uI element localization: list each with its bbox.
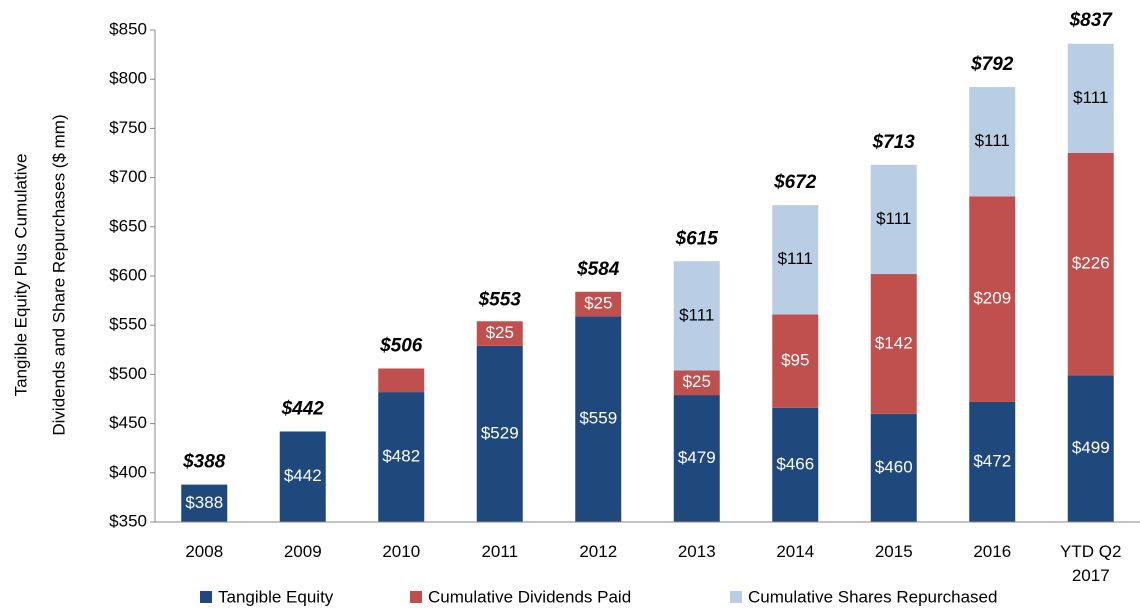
total-label: $388 (182, 452, 226, 473)
y-tick-label: $550 (109, 315, 147, 334)
x-tick-label: 2011 (481, 542, 519, 561)
y-axis-label: Tangible Equity Plus Cumulative (11, 154, 30, 397)
bar-segment (1067, 375, 1114, 522)
legend-swatch (410, 591, 422, 603)
bar-segment (575, 316, 622, 522)
value-label: $209 (973, 289, 1011, 308)
value-label: $111 (679, 305, 714, 324)
bar-segment (870, 413, 917, 522)
x-tick-label: 2012 (579, 542, 618, 561)
y-tick-label: $500 (109, 364, 147, 383)
x-tick-label: 2016 (973, 542, 1012, 561)
x-tick-label: 2014 (776, 542, 815, 561)
total-label: $792 (970, 54, 1014, 75)
total-label: $672 (773, 172, 817, 193)
legend-label: Cumulative Shares Repurchased (748, 587, 997, 606)
value-label: $111 (778, 249, 813, 268)
value-label: $442 (284, 466, 322, 485)
value-label: $142 (875, 333, 913, 352)
total-label: $584 (576, 259, 620, 280)
value-label: $479 (678, 448, 716, 467)
x-tick-label: 2010 (382, 542, 421, 561)
total-label: $713 (872, 132, 916, 153)
bar-segment (575, 291, 622, 317)
y-axis-label: Dividends and Share Repurchases ($ mm) (49, 114, 68, 435)
bar-segment (476, 345, 523, 522)
bar-segment (673, 395, 720, 522)
bar-segment (476, 321, 523, 346)
x-tick-label: 2015 (874, 542, 913, 561)
total-label: $553 (478, 289, 522, 310)
total-label: $506 (379, 336, 423, 357)
bar-segment (969, 87, 1016, 197)
value-label: $111 (1073, 88, 1108, 107)
value-label: $499 (1072, 438, 1110, 457)
value-label: $25 (683, 372, 711, 391)
y-tick-label: $750 (109, 118, 147, 137)
bar-segment (870, 164, 917, 275)
y-tick-label: $600 (109, 265, 147, 284)
value-label: $472 (973, 451, 1011, 470)
value-label: $529 (481, 423, 519, 442)
y-tick-label: $850 (109, 19, 147, 38)
legend-label: Tangible Equity (218, 587, 334, 606)
value-label: $482 (382, 447, 420, 466)
bar-segment (772, 205, 819, 315)
bar-segment (279, 431, 326, 522)
value-label: $388 (185, 493, 223, 512)
bar-segment (1067, 153, 1114, 376)
total-label: $837 (1069, 10, 1114, 31)
value-label: $559 (579, 409, 617, 428)
value-label: $95 (781, 351, 809, 370)
value-label: $466 (776, 454, 814, 473)
x-tick-label: YTD Q2 2017 (1060, 542, 1122, 585)
bar-segment (378, 368, 425, 393)
bar-segment (969, 401, 1016, 522)
bar-segment (772, 407, 819, 522)
bar-segment (673, 261, 720, 371)
bar-segment (969, 196, 1016, 402)
bar-segment (1067, 43, 1114, 153)
bar-segment (870, 274, 917, 414)
value-label: $460 (875, 457, 913, 476)
value-label: $25 (584, 294, 612, 313)
x-tick-label: 2008 (185, 542, 224, 561)
y-tick-label: $400 (109, 462, 147, 481)
total-label: $615 (675, 228, 719, 249)
x-tick-label: 2009 (283, 542, 322, 561)
legend-swatch (200, 591, 212, 603)
y-tick-label: $650 (109, 216, 147, 235)
value-label: $25 (486, 323, 514, 342)
value-label: $111 (876, 209, 911, 228)
y-tick-label: $350 (109, 511, 147, 530)
total-label: $442 (281, 398, 325, 419)
y-tick-label: $800 (109, 69, 147, 88)
legend-swatch (730, 591, 742, 603)
x-tick-label: 2013 (677, 542, 716, 561)
bar-segment (772, 314, 819, 408)
bar-segment (378, 392, 425, 522)
bar-segment (181, 484, 228, 522)
value-label: $226 (1072, 254, 1110, 273)
legend-label: Cumulative Dividends Paid (428, 587, 631, 606)
bar-segment (673, 370, 720, 396)
y-tick-label: $450 (109, 413, 147, 432)
value-label: $111 (975, 131, 1010, 150)
y-tick-label: $700 (109, 167, 147, 186)
